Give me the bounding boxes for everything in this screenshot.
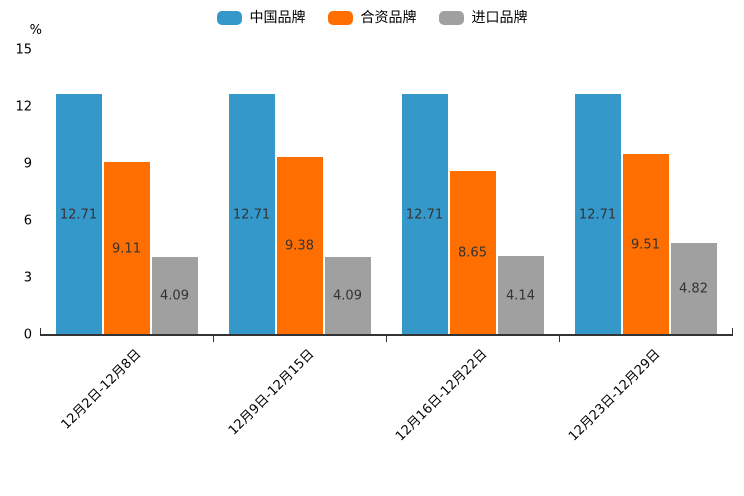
bar-value-label: 4.09 — [333, 288, 362, 304]
bar-series0-cat0: 12.71 — [55, 94, 102, 335]
bar-value-label: 12.71 — [59, 207, 98, 222]
x-tick-label-1: 12月9日-12月15日 — [225, 346, 317, 439]
x-tick-label-3: 12月23日-12月29日 — [565, 346, 663, 445]
bar-series1-cat1: 9.38 — [276, 157, 323, 335]
bar-series0-cat2: 12.71 — [401, 94, 448, 335]
bar-series2-cat2: 4.14 — [497, 256, 544, 335]
bar-series1-cat2: 8.65 — [449, 171, 496, 335]
bar-series2-cat3: 4.82 — [670, 243, 717, 335]
bar-value-label: 4.09 — [160, 288, 189, 304]
legend-swatch-icon — [216, 10, 242, 25]
bar-group-1: 12.71 9.38 4.09 — [213, 94, 386, 335]
bar-value-label: 9.38 — [285, 238, 314, 254]
bar-series1-cat0: 9.11 — [103, 162, 150, 335]
bar-group-0: 12.71 9.11 4.09 — [40, 94, 213, 335]
y-axis-unit-label: % — [29, 23, 42, 38]
bar-series0-cat3: 12.71 — [574, 94, 621, 335]
legend-swatch-icon — [438, 10, 464, 25]
axis-end-tick — [732, 328, 733, 334]
x-tick-label-0: 12月2日-12月8日 — [58, 346, 144, 433]
bar-series1-cat3: 9.51 — [622, 154, 669, 335]
bar-value-label: 9.51 — [631, 237, 660, 252]
bar-series2-cat1: 4.09 — [324, 257, 371, 335]
axis-end-tick — [40, 328, 41, 334]
bar-value-label: 12.71 — [578, 207, 617, 222]
y-tick-label: 3 — [23, 270, 32, 286]
bar-value-label: 4.82 — [679, 281, 708, 297]
x-tick-label-2: 12月16日-12月22日 — [392, 346, 490, 445]
y-tick-label: 12 — [15, 99, 32, 115]
y-tick-label: 9 — [23, 156, 32, 172]
legend-item-2[interactable]: 进口品牌 — [438, 10, 528, 26]
bar-value-label: 8.65 — [458, 245, 487, 261]
x-axis-line — [40, 334, 733, 336]
bar-value-label: 12.71 — [232, 207, 271, 222]
legend-swatch-icon — [327, 10, 353, 25]
y-tick-label: 15 — [15, 42, 32, 58]
bar-value-label: 12.71 — [405, 207, 444, 222]
y-tick-label: 0 — [23, 327, 32, 343]
bar-group-3: 12.71 9.51 4.82 — [559, 94, 732, 335]
legend-label: 中国品牌 — [249, 10, 306, 26]
axis-boundary-tick — [559, 336, 560, 342]
bar-value-label: 9.11 — [112, 241, 141, 256]
y-tick-label: 6 — [23, 213, 32, 229]
chart-legend: 中国品牌 合资品牌 进口品牌 — [0, 10, 744, 25]
bar-group-2: 12.71 8.65 4.14 — [386, 94, 559, 335]
bar-value-label: 4.14 — [506, 288, 535, 303]
legend-label: 合资品牌 — [360, 10, 417, 26]
bar-series2-cat0: 4.09 — [151, 257, 198, 335]
axis-boundary-tick — [386, 336, 387, 342]
axis-boundary-tick — [213, 336, 214, 342]
bar-series0-cat1: 12.71 — [228, 94, 275, 335]
legend-item-0[interactable]: 中国品牌 — [216, 10, 306, 26]
legend-label: 进口品牌 — [471, 10, 528, 26]
legend-item-1[interactable]: 合资品牌 — [327, 10, 417, 26]
